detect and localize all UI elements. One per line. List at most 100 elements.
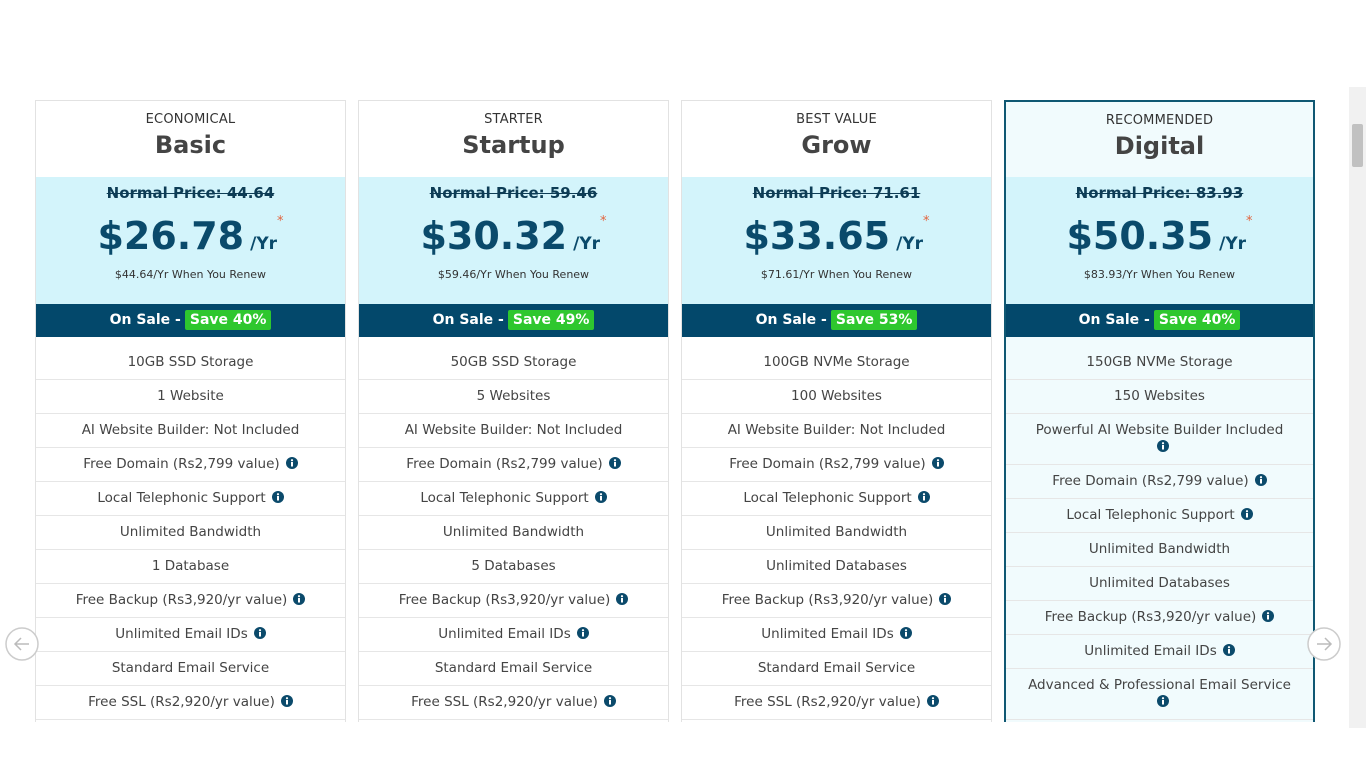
info-icon[interactable] — [1222, 644, 1235, 656]
info-icon[interactable] — [939, 593, 952, 605]
scrollbar-thumb[interactable] — [1352, 124, 1363, 167]
feature-row: Powerful AI Website Builder Included — [1006, 414, 1313, 465]
info-icon[interactable] — [1156, 695, 1169, 707]
info-icon[interactable] — [1254, 474, 1267, 486]
feature-text: 150GB NVMe Storage — [1086, 354, 1233, 370]
info-icon[interactable] — [280, 695, 293, 707]
feature-text: Free SSL (Rs2,920/yr value) — [88, 694, 275, 710]
feature-text: Unlimited Bandwidth — [1088, 541, 1231, 557]
save-badge: Save 40% — [1153, 310, 1241, 330]
feature-text: Free Domain (Rs2,799 value) — [1052, 473, 1249, 489]
info-icon[interactable] — [1262, 610, 1275, 622]
feature-text: Unlimited Email IDs — [115, 626, 248, 642]
plan-name: Startup — [462, 131, 565, 159]
prev-arrow[interactable] — [5, 627, 39, 661]
feature-row: Free Domain (Rs2,799 value) — [1006, 465, 1313, 499]
info-icon[interactable] — [285, 457, 298, 469]
info-icon[interactable] — [594, 491, 607, 503]
price-line: $30.32/Yr * — [359, 214, 668, 262]
info-icon[interactable] — [917, 491, 930, 503]
info-icon[interactable] — [608, 457, 621, 469]
feature-row: 10GB SSD Storage — [36, 346, 345, 380]
scrollbar[interactable] — [1349, 87, 1366, 728]
feature-row: 150 Websites — [1006, 380, 1313, 414]
feature-row: Free Backup (Rs3,920/yr value) — [1006, 601, 1313, 635]
feature-row: 100 Websites — [682, 380, 991, 414]
plan-header: ECONOMICAL Basic — [36, 101, 345, 177]
feature-text: Free Backup (Rs3,920/yr value) — [721, 592, 934, 608]
feature-text: AI Website Builder: Not Included — [727, 422, 946, 438]
sale-label: On Sale - — [432, 312, 504, 328]
info-icon[interactable] — [271, 491, 284, 503]
info-icon[interactable] — [1156, 440, 1169, 452]
plan-name: Basic — [154, 131, 227, 159]
feature-row: Unlimited Email IDs — [36, 618, 345, 652]
info-icon[interactable] — [616, 593, 629, 605]
feature-row: Free SSL (Rs2,920/yr value) — [36, 686, 345, 720]
plans: ECONOMICAL Basic Normal Price: 44.64 $26.78… — [0, 100, 1348, 722]
save-badge: Save 49% — [507, 310, 595, 330]
feature-row: Unlimited Bandwidth — [682, 516, 991, 550]
info-icon[interactable] — [931, 457, 944, 469]
price-box: Normal Price: 59.46 $30.32/Yr * $59.46/Yr W… — [359, 177, 668, 304]
feature-text: 150 Websites — [1114, 388, 1205, 404]
info-icon[interactable] — [1240, 508, 1253, 520]
plan-header: RECOMMENDED Digital — [1006, 102, 1313, 177]
info-icon[interactable] — [926, 695, 939, 707]
feature-list: 100GB NVMe Storage 100 Websites AI Website… — [682, 337, 991, 720]
feature-text: 50GB SSD Storage — [450, 354, 577, 370]
feature-row: Local Telephonic Support — [359, 482, 668, 516]
feature-text: Standard Email Service — [757, 660, 916, 676]
feature-row: Unlimited Bandwidth — [359, 516, 668, 550]
plan-card: ECONOMICAL Basic Normal Price: 44.64 $26.78… — [35, 100, 346, 722]
feature-row: Advanced & Professional Email Service — [1006, 669, 1313, 720]
price: $50.35 — [1066, 214, 1214, 258]
feature-row: Free Backup (Rs3,920/yr value) — [36, 584, 345, 618]
feature-text: Unlimited Bandwidth — [442, 524, 585, 540]
feature-row: Standard Email Service — [36, 652, 345, 686]
asterisk: * — [600, 214, 607, 229]
feature-text: 10GB SSD Storage — [127, 354, 254, 370]
feature-row: Unlimited Email IDs — [1006, 635, 1313, 669]
feature-text: 5 Databases — [471, 558, 556, 574]
plan-card: BEST VALUE Grow Normal Price: 71.61 $33.65/… — [681, 100, 992, 722]
save-badge: Save 40% — [184, 310, 272, 330]
feature-text: 100GB NVMe Storage — [763, 354, 910, 370]
sale-label: On Sale - — [1078, 312, 1150, 328]
feature-text: Standard Email Service — [434, 660, 593, 676]
period: /Yr — [896, 234, 924, 254]
next-arrow[interactable] — [1307, 627, 1341, 661]
asterisk: * — [277, 214, 284, 229]
feature-text: Local Telephonic Support — [97, 490, 266, 506]
info-icon[interactable] — [293, 593, 306, 605]
plan-label: RECOMMENDED — [1105, 113, 1214, 128]
plan-label: STARTER — [484, 112, 543, 127]
info-icon[interactable] — [899, 627, 912, 639]
sale-bar: On Sale - Save 40% — [36, 304, 345, 337]
feature-row: Local Telephonic Support — [36, 482, 345, 516]
feature-text: Free Backup (Rs3,920/yr value) — [1044, 609, 1257, 625]
info-icon[interactable] — [253, 627, 266, 639]
feature-text: 100 Websites — [791, 388, 882, 404]
plan-name: Grow — [801, 131, 872, 159]
renew-price: $71.61/Yr When You Renew — [760, 268, 913, 281]
feature-text: Free SSL (Rs2,920/yr value) — [734, 694, 921, 710]
renew-price: $83.93/Yr When You Renew — [1083, 268, 1236, 281]
feature-row: Free Domain (Rs2,799 value) — [682, 448, 991, 482]
feature-text: Unlimited Email IDs — [1084, 643, 1217, 659]
price-line: $33.65/Yr * — [682, 214, 991, 262]
info-icon[interactable] — [576, 627, 589, 639]
price-line: $26.78/Yr * — [36, 214, 345, 262]
feature-text: Free Domain (Rs2,799 value) — [729, 456, 926, 472]
feature-row: Local Telephonic Support — [1006, 499, 1313, 533]
asterisk: * — [1246, 214, 1253, 229]
feature-row: Local Telephonic Support — [682, 482, 991, 516]
save-badge: Save 53% — [830, 310, 918, 330]
feature-row: Free SSL (Rs2,920/yr value) — [682, 686, 991, 720]
normal-price: Normal Price: 44.64 — [106, 184, 275, 202]
feature-text: Unlimited Email IDs — [438, 626, 571, 642]
info-icon[interactable] — [603, 695, 616, 707]
feature-text: Unlimited Databases — [766, 558, 907, 574]
feature-text: 5 Websites — [476, 388, 551, 404]
feature-text: Free SSL (Rs2,920/yr value) — [411, 694, 598, 710]
